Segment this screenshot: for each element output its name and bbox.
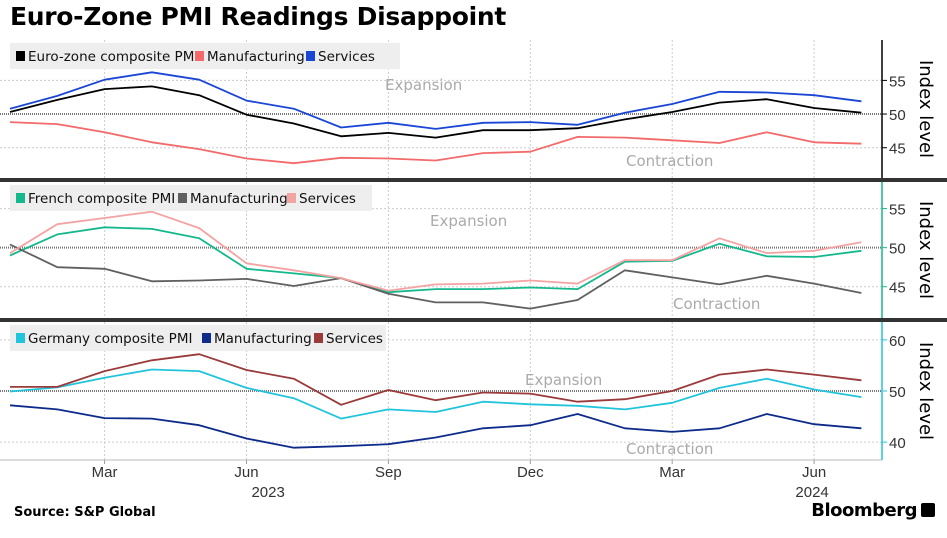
legend-entry: Germany composite PMI: [28, 331, 192, 347]
legend-entry: Manufacturing: [190, 191, 288, 207]
series-line-germany-composite-pmi: [9, 368, 862, 420]
y-tick-label: 40: [889, 435, 906, 452]
x-tick-label: Jun: [234, 464, 258, 481]
bloomberg-logo-icon: [921, 503, 935, 517]
series-line-manufacturing: [9, 121, 862, 165]
y-axis-label: Index level: [915, 201, 936, 299]
y-axis-label: Index level: [915, 342, 936, 440]
series-line-manufacturing: [9, 404, 862, 449]
series-line-services: [9, 210, 862, 292]
bloomberg-logo: Bloomberg: [811, 500, 917, 521]
legend-entry: Manufacturing: [207, 49, 305, 65]
legend-swatch: [202, 333, 211, 343]
legend-entry: Services: [299, 191, 356, 207]
expansion-label: Expansion: [525, 371, 602, 389]
legend-entry: Euro-zone composite PMI: [28, 49, 198, 65]
y-tick-label: 50: [889, 384, 906, 401]
series-line-manufacturing: [9, 243, 862, 310]
legend-entry: Manufacturing: [214, 331, 312, 347]
y-tick-label: 50: [889, 241, 906, 258]
legend-box: [10, 43, 400, 69]
expansion-label: Expansion: [385, 76, 462, 94]
y-tick-label: 45: [889, 280, 906, 297]
legend-swatch: [178, 193, 187, 203]
legend-swatch: [314, 333, 323, 343]
series-line-euro-zone-composite-pmi: [9, 85, 862, 139]
legend-swatch: [195, 51, 204, 61]
source-note: Source: S&P Global: [14, 505, 156, 520]
legend-box: [10, 325, 386, 351]
y-tick-label: 45: [889, 141, 906, 158]
y-tick-label: 55: [889, 73, 906, 90]
contraction-label: Contraction: [626, 440, 713, 458]
series-line-french-composite-pmi: [9, 226, 862, 294]
y-axis-label: Index level: [915, 60, 936, 158]
legend-entry: French composite PMI: [28, 191, 175, 207]
x-tick-label: Jun: [802, 464, 826, 481]
chart-title: Euro-Zone PMI Readings Disappoint: [10, 2, 506, 31]
y-tick-label: 55: [889, 202, 906, 219]
legend-entry: Services: [326, 331, 383, 347]
contraction-label: Contraction: [626, 152, 713, 170]
legend-entry: Services: [318, 49, 375, 65]
panel-separator: [0, 318, 947, 322]
y-tick-label: 60: [889, 333, 906, 350]
panel-separator: [0, 178, 947, 182]
legend-box: [10, 185, 372, 211]
series-line-services: [10, 353, 862, 406]
x-tick-label: Sep: [375, 464, 402, 481]
x-tick-label: Dec: [517, 464, 544, 481]
y-tick-label: 50: [889, 107, 906, 124]
x-tick-label: Mar: [659, 464, 685, 481]
legend-swatch: [16, 333, 25, 343]
x-tick-label: Mar: [92, 464, 118, 481]
legend-swatch: [16, 51, 25, 61]
contraction-label: Contraction: [673, 295, 760, 313]
legend-swatch: [287, 193, 296, 203]
x-year-label: 2024: [795, 484, 828, 501]
expansion-label: Expansion: [430, 212, 507, 230]
legend-swatch: [306, 51, 315, 61]
series-line-services: [9, 71, 862, 130]
x-year-label: 2023: [251, 484, 284, 501]
legend-swatch: [16, 193, 25, 203]
